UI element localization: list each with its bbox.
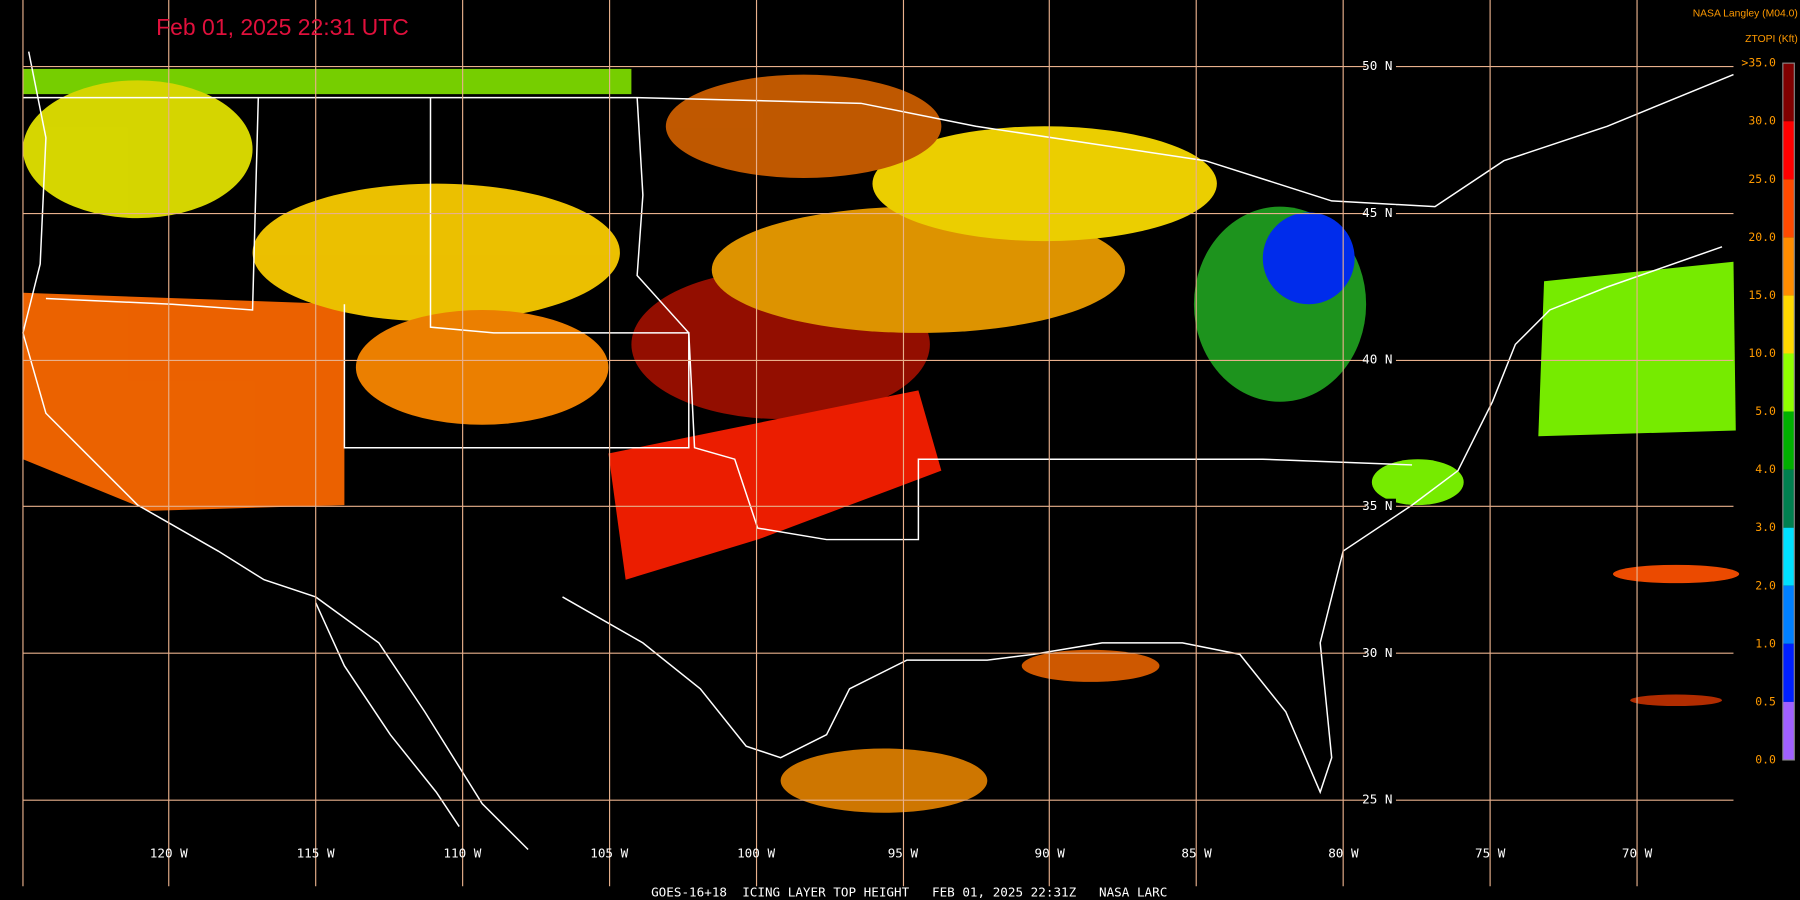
label-bg <box>1366 351 1396 369</box>
label-bg <box>1366 498 1396 515</box>
cloud-field <box>1262 212 1355 305</box>
colorbar-label: 1.0 <box>1755 636 1776 650</box>
latitude-label: 25 N <box>1362 792 1392 807</box>
colorbar-label: 20.0 <box>1748 230 1776 244</box>
colorbar-label: 25.0 <box>1748 172 1776 186</box>
colorbar-swatch <box>1782 411 1795 470</box>
latitude-label: 35 N <box>1362 498 1392 513</box>
longitude-label: 105 W <box>590 846 628 861</box>
cloud-field <box>252 183 620 322</box>
colorbar-swatch <box>1782 585 1795 644</box>
colorbar-swatch <box>1782 179 1795 238</box>
cloud-field <box>1021 649 1160 682</box>
label-bg <box>1366 205 1396 222</box>
colorbar-label: 4.0 <box>1755 462 1776 476</box>
colorbar-swatch <box>1782 527 1795 586</box>
cloud-field <box>1371 459 1464 506</box>
colorbar-label: 3.0 <box>1755 520 1776 534</box>
colorbar-label: >35.0 <box>1741 56 1776 70</box>
colorbar-label: 30.0 <box>1748 114 1776 128</box>
colorbar-swatch <box>1782 701 1795 760</box>
cloud-field <box>872 126 1217 242</box>
colorbar-swatch <box>1782 237 1795 296</box>
colorbar-swatch <box>1782 469 1795 528</box>
longitude-label: 70 W <box>1622 846 1653 861</box>
latitude-label: 50 N <box>1362 58 1392 73</box>
longitude-label: 100 W <box>737 846 775 861</box>
latitude-label: 40 N <box>1362 352 1392 367</box>
colorbar-swatch <box>1782 643 1795 702</box>
cloud-fields <box>22 68 1740 813</box>
map: 50 N 45 N 40 N 35 N 30 N 25 N 120 W 115 W 110 W 1… <box>22 0 1798 900</box>
coastline <box>315 602 460 827</box>
longitude-label: 120 W <box>150 846 188 861</box>
cloud-field <box>22 292 345 511</box>
colorbar-swatch <box>1782 295 1795 354</box>
state-line <box>636 97 1413 541</box>
latitude-label: 45 N <box>1362 205 1392 220</box>
cloud-field <box>1612 564 1740 584</box>
colorbar-label: 0.0 <box>1755 752 1776 766</box>
colorbar-swatch <box>1782 353 1795 412</box>
product: ZTOPI (Kft) <box>1745 34 1798 45</box>
coastline <box>562 246 1723 795</box>
source: NASA Langley (M04.0) <box>1693 9 1798 20</box>
label-bg <box>1366 645 1396 662</box>
longitude-label: 85 W <box>1181 846 1212 861</box>
coastlines <box>22 51 1734 851</box>
colorbar-label: 15.0 <box>1748 288 1776 302</box>
cloud-field <box>608 390 942 580</box>
state-line <box>343 97 690 449</box>
cloud-field <box>22 80 253 219</box>
cloud-field <box>355 309 609 425</box>
footer: GOES-16+18 ICING LAYER TOP HEIGHT FEB 01… <box>651 885 1167 900</box>
coastline <box>22 51 529 851</box>
longitude-label: 95 W <box>888 846 919 861</box>
longitude-label: 90 W <box>1035 846 1066 861</box>
colorbar-swatch <box>1782 63 1795 122</box>
colorbar-swatch <box>1782 121 1795 180</box>
border <box>22 73 1734 208</box>
timestamp: Feb 01, 2025 22:31 UTC <box>156 14 409 40</box>
label-bg <box>1366 58 1396 75</box>
colorbar-label: 2.0 <box>1755 578 1776 592</box>
longitude-label: 75 W <box>1475 846 1506 861</box>
colorbar-label: 5.0 <box>1755 404 1776 418</box>
longitude-label: 80 W <box>1328 846 1359 861</box>
longitude-label: 115 W <box>297 846 335 861</box>
colorbar-label: 10.0 <box>1748 346 1776 360</box>
latitude-label: 30 N <box>1362 645 1392 660</box>
label-bg <box>1366 792 1396 809</box>
cloud-field <box>1630 694 1722 707</box>
cloud-field <box>780 748 988 813</box>
colorbar-label: 0.5 <box>1755 694 1776 708</box>
colorbar-frame <box>1782 62 1795 761</box>
state-line <box>45 97 260 311</box>
longitude-label: 110 W <box>443 846 481 861</box>
cloud-field <box>665 74 942 178</box>
